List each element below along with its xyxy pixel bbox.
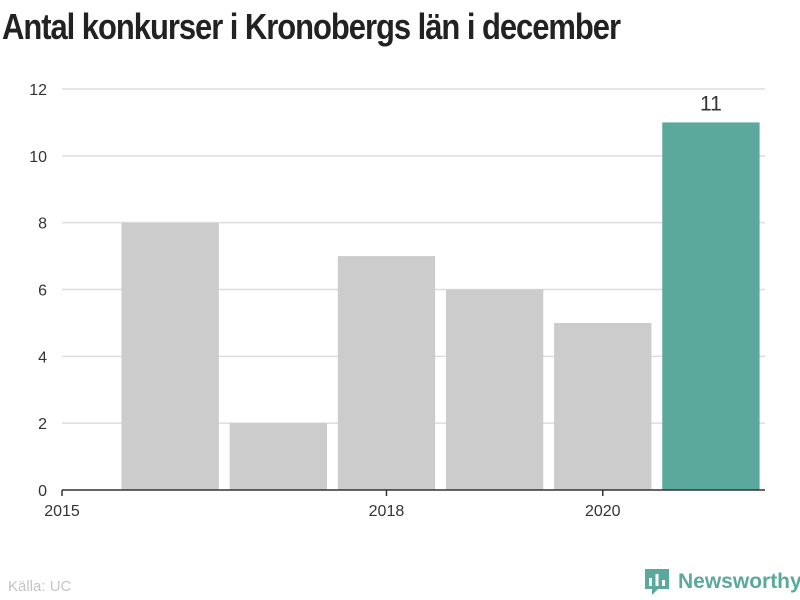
y-tick-label: 0 [38, 483, 47, 500]
chart-title: Antal konkurser i Kronobergs län i decem… [2, 6, 621, 47]
x-tick-label: 2020 [585, 503, 621, 520]
bar [121, 222, 219, 490]
bar-chart: 0 2 4 6 8 10 12 2015 2018 2020 11 [29, 82, 765, 520]
brand-name: Newsworthy [678, 570, 800, 593]
bar [337, 256, 436, 490]
y-tick-label: 4 [38, 349, 47, 366]
bar-chart-chat-icon [645, 569, 669, 595]
data-label: 11 [700, 92, 722, 115]
bar [229, 423, 327, 490]
bar [662, 122, 760, 491]
x-tick-label: 2018 [369, 503, 405, 520]
source-note: Källa: UC [8, 578, 72, 595]
y-tick-label: 2 [38, 416, 47, 433]
x-axis: 2015 2018 2020 [44, 489, 765, 520]
y-tick-label: 10 [29, 149, 47, 166]
y-axis-ticks: 0 2 4 6 8 10 12 [29, 82, 47, 500]
bars [121, 122, 760, 491]
y-tick-label: 12 [29, 82, 47, 99]
x-tick-label: 2015 [44, 503, 80, 520]
data-labels: 11 [700, 92, 722, 115]
brand-logo[interactable]: Newsworthy [644, 568, 800, 596]
y-tick-label: 8 [38, 216, 47, 233]
bar [445, 289, 544, 490]
bar [554, 322, 652, 490]
y-tick-label: 6 [38, 283, 47, 300]
